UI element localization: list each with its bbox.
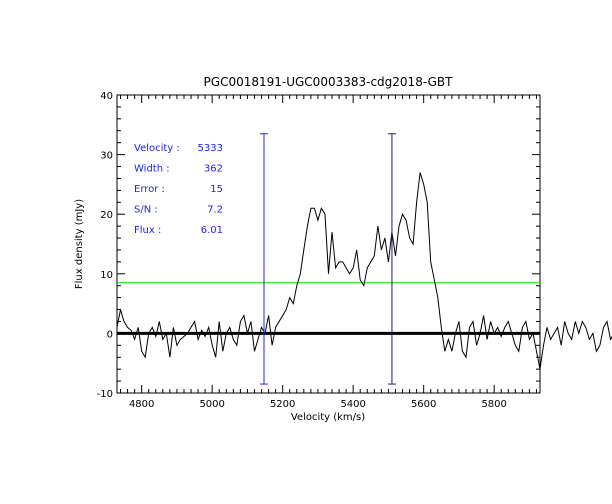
x-tick-label: 5000 — [199, 399, 224, 410]
annotation-value: 7.2 — [207, 205, 223, 216]
annotation-value: 6.01 — [201, 225, 223, 236]
annotation-value: 15 — [210, 184, 223, 195]
annotation-label: Width : — [134, 164, 170, 175]
y-tick-label: -10 — [97, 389, 113, 400]
x-tick-label: 4800 — [129, 399, 154, 410]
plot-frame — [116, 94, 541, 394]
annotation-label: Flux : — [134, 225, 161, 236]
x-tick-label: 5200 — [270, 399, 295, 410]
x-tick-label: 5400 — [340, 399, 365, 410]
y-tick-label: 20 — [100, 210, 113, 221]
y-axis-label: Flux density (mJy) — [74, 199, 85, 289]
annotation-value: 362 — [204, 164, 223, 175]
annotation-value: 5333 — [198, 143, 223, 154]
chart-title: PGC0018191-UGC0003383-cdg2018-GBT — [204, 75, 454, 89]
x-tick-label: 5600 — [411, 399, 436, 410]
y-tick-label: 0 — [107, 329, 113, 340]
y-tick-label: 10 — [100, 270, 113, 281]
x-tick-label: 5800 — [481, 399, 506, 410]
x-axis-label: Velocity (km/s) — [291, 412, 365, 423]
y-tick-label: 30 — [100, 151, 113, 162]
y-tick-label: 40 — [100, 91, 113, 102]
annotation-label: S/N : — [134, 205, 158, 216]
spectrum-line — [116, 172, 612, 370]
annotation-label: Error : — [134, 184, 165, 195]
annotation-label: Velocity : — [134, 143, 180, 154]
